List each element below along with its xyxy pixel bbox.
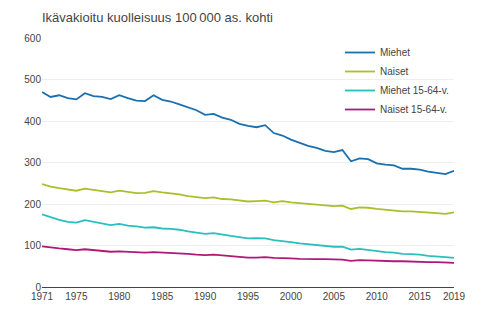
svg-text:Naiset: Naiset xyxy=(380,66,409,77)
svg-text:Miehet 15-64-v.: Miehet 15-64-v. xyxy=(380,85,449,96)
svg-text:Miehet: Miehet xyxy=(380,47,410,58)
svg-text:1980: 1980 xyxy=(108,291,131,302)
svg-text:2015: 2015 xyxy=(409,291,432,302)
svg-text:1995: 1995 xyxy=(237,291,260,302)
svg-text:100: 100 xyxy=(24,240,41,251)
svg-text:Naiset 15-64-v.: Naiset 15-64-v. xyxy=(380,104,447,115)
svg-text:2010: 2010 xyxy=(366,291,389,302)
svg-text:1985: 1985 xyxy=(151,291,174,302)
svg-text:500: 500 xyxy=(24,74,41,85)
svg-text:1971: 1971 xyxy=(31,291,54,302)
svg-text:1990: 1990 xyxy=(194,291,217,302)
svg-text:2019: 2019 xyxy=(443,291,466,302)
svg-text:200: 200 xyxy=(24,199,41,210)
svg-text:Ikävakioitu kuolleisuus 100 00: Ikävakioitu kuolleisuus 100 000 as. koht… xyxy=(42,10,273,25)
svg-text:1975: 1975 xyxy=(65,291,88,302)
svg-text:2000: 2000 xyxy=(280,291,303,302)
svg-text:600: 600 xyxy=(24,33,41,44)
svg-text:0: 0 xyxy=(35,282,41,293)
svg-text:2005: 2005 xyxy=(323,291,346,302)
svg-text:400: 400 xyxy=(24,116,41,127)
svg-text:300: 300 xyxy=(24,157,41,168)
